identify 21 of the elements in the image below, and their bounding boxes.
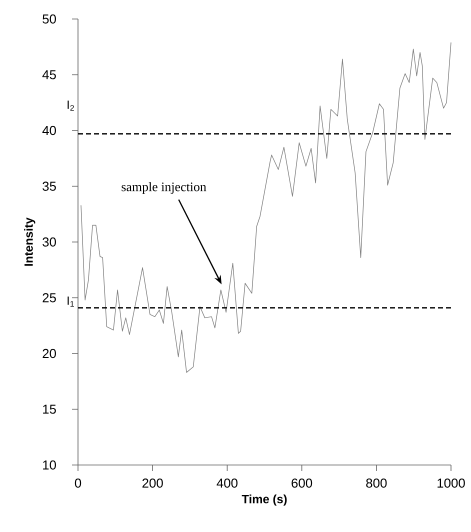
y-tick-label: 10 xyxy=(43,460,56,470)
y-axis-title: Intensity xyxy=(24,217,36,266)
y-tick-label: 45 xyxy=(42,70,56,80)
y-tick-label: 50 xyxy=(42,14,56,24)
annotation: sample injection xyxy=(122,182,206,194)
y-tick-label: 30 xyxy=(42,237,56,247)
x-axis-title: Time (s) xyxy=(242,494,287,506)
ref-line-label: I$_{2}$ xyxy=(68,100,74,111)
x-tick-label: 600 xyxy=(292,478,312,488)
ref-line-label: I$_{1}$ xyxy=(68,296,74,307)
line-series xyxy=(80,42,452,373)
y-tick-label: 35 xyxy=(42,182,56,191)
x-tick-label: 200 xyxy=(142,478,163,488)
y-tick-label: 25 xyxy=(42,293,56,302)
x-tick-label: 800 xyxy=(366,478,387,488)
x-tick-label: 1000 xyxy=(438,478,465,488)
x-tick-label: 0 xyxy=(74,478,82,488)
y-tick-label: 15 xyxy=(43,404,56,414)
x-tick-label: 400 xyxy=(216,478,238,488)
y-tick-label: 40 xyxy=(42,126,56,136)
y-tick-label: 20 xyxy=(42,348,56,358)
